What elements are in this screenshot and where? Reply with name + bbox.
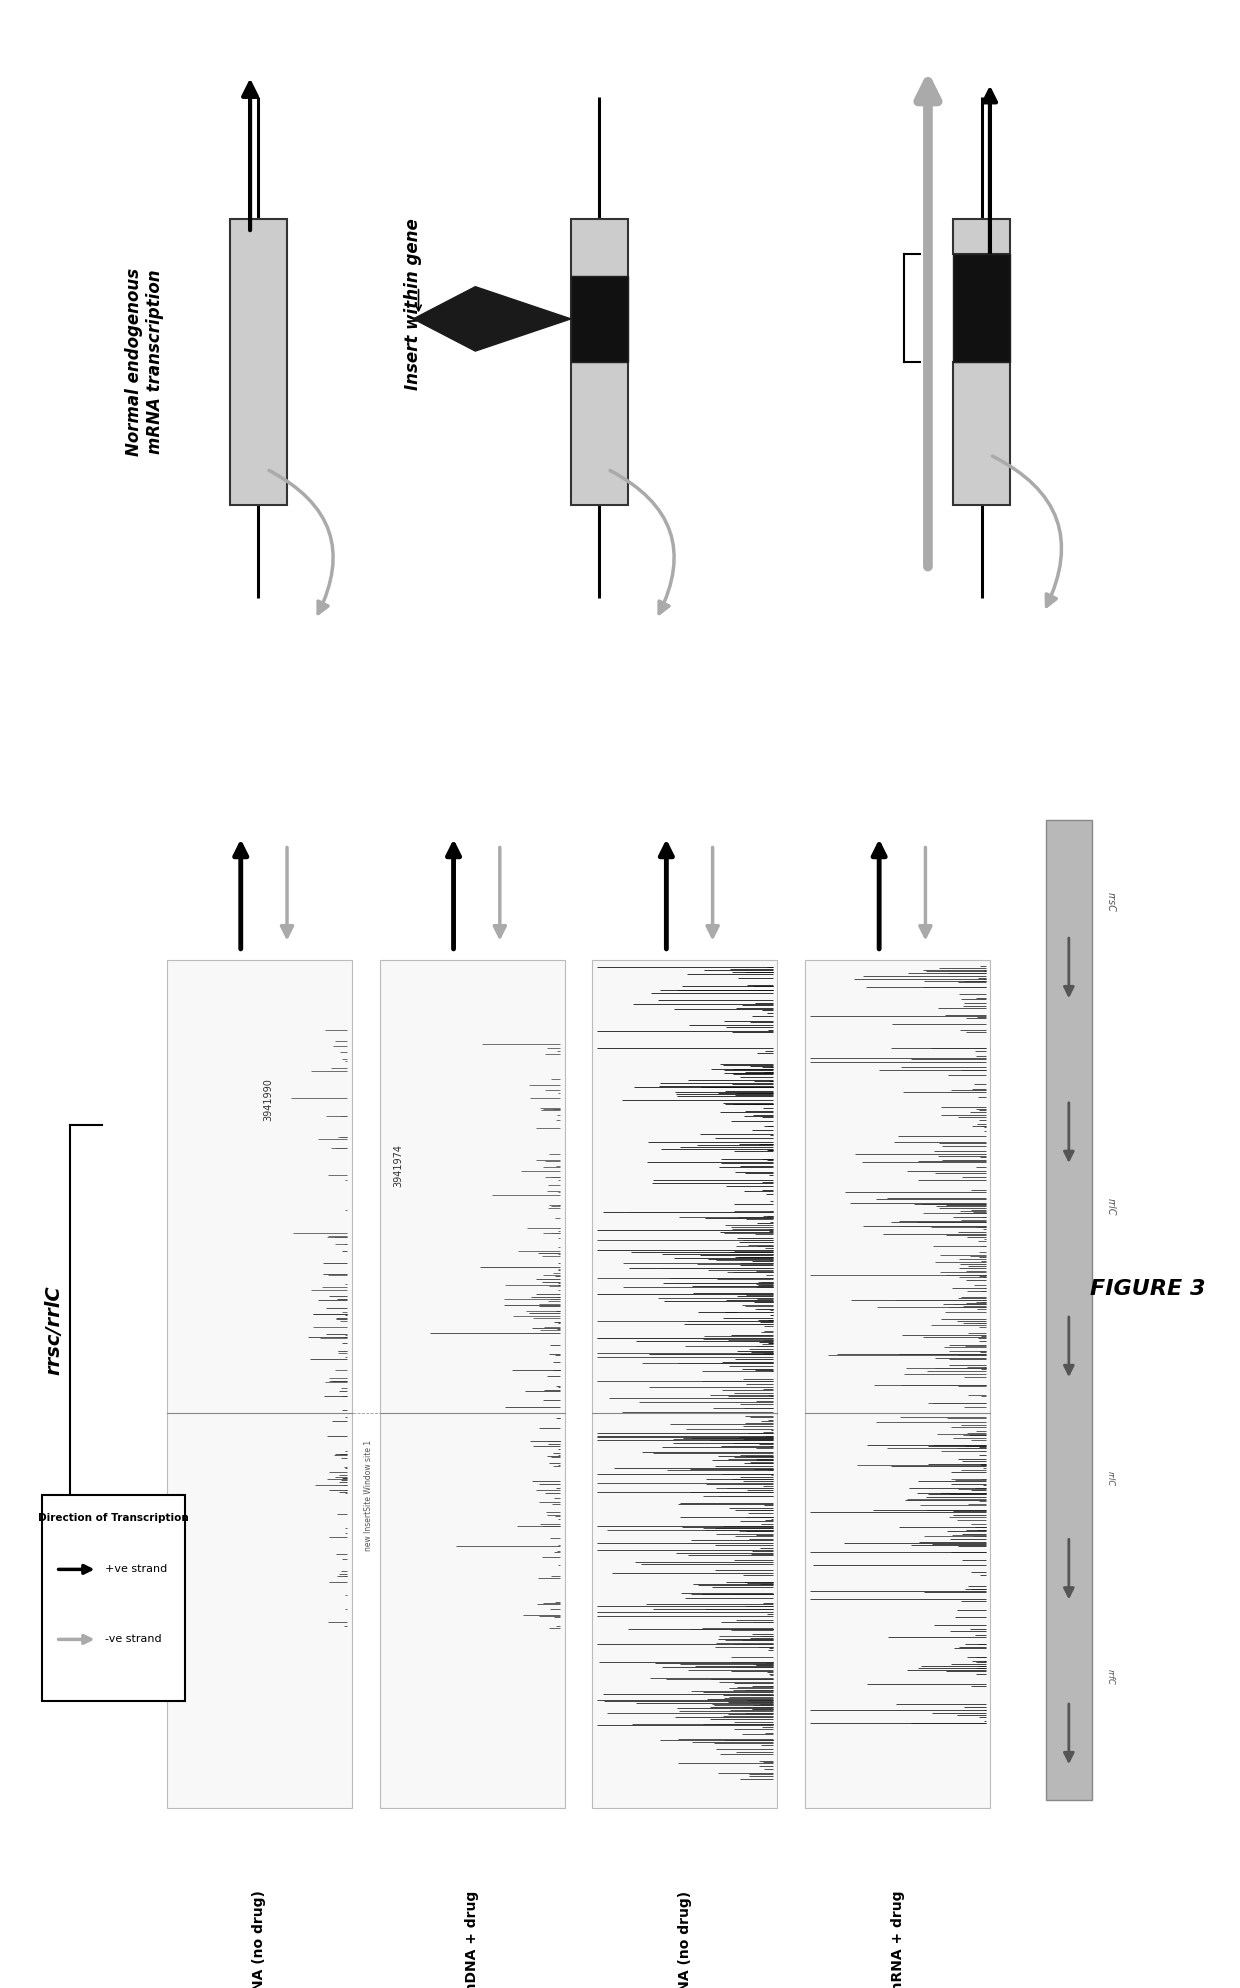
Text: tnRNA + drug: tnRNA + drug [890,1891,905,1988]
Text: rrsc/rrlC: rrsc/rrlC [45,1286,63,1376]
Text: tnDNA (no drug): tnDNA (no drug) [252,1891,267,1988]
Text: rrfC: rrfC [1106,1668,1115,1684]
Text: rrsC: rrsC [1106,893,1116,912]
Text: Insert within gene: Insert within gene [404,219,423,390]
Bar [1045,819,1092,1799]
Text: new InsertSite Window site 1: new InsertSite Window site 1 [363,1439,373,1551]
Text: FIGURE 3: FIGURE 3 [1090,1280,1205,1300]
Text: tnRNA (no drug): tnRNA (no drug) [678,1891,692,1988]
Bar [954,219,1011,254]
Text: 3941974: 3941974 [393,1145,403,1187]
Bar [570,276,627,362]
Polygon shape [413,286,570,352]
Text: tnDNA + drug: tnDNA + drug [465,1891,479,1988]
Text: Normal endogenous
mRNA transcription: Normal endogenous mRNA transcription [125,268,164,455]
Text: rrlC: rrlC [1106,1471,1115,1487]
Text: Direction of Transcription: Direction of Transcription [38,1513,188,1523]
Text: rrlC: rrlC [1106,1199,1116,1217]
Bar [593,960,777,1809]
Bar [166,960,352,1809]
Text: -ve strand: -ve strand [104,1634,161,1644]
Text: +ve strand: +ve strand [104,1565,167,1574]
Bar [805,960,991,1809]
Bar [229,219,286,505]
Bar [570,219,627,505]
Text: 3941990: 3941990 [264,1079,274,1121]
Bar [954,362,1011,505]
Bar [379,960,564,1809]
Bar [42,1495,185,1702]
Bar [954,254,1011,362]
